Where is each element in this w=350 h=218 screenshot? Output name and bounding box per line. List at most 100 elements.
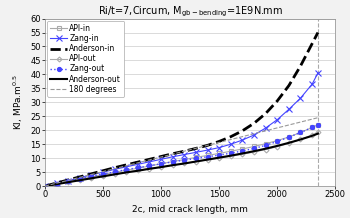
Zang-in [66, 179, 70, 182]
Anderson-out [147, 167, 152, 170]
Line: Zang-out: Zang-out [43, 123, 320, 188]
Zang-out [287, 136, 291, 139]
Zang-in [316, 72, 320, 74]
Anderson-in [136, 161, 140, 164]
Anderson-in [124, 164, 128, 166]
API-out [316, 131, 320, 134]
Y-axis label: KI, MPa.m$^{0.5}$: KI, MPa.m$^{0.5}$ [11, 75, 25, 130]
Anderson-in [89, 172, 93, 175]
Zang-in [89, 174, 93, 176]
Zang-in [78, 176, 82, 179]
Zang-out [55, 182, 59, 185]
Anderson-in [229, 135, 233, 138]
API-out [287, 142, 291, 145]
Line: Anderson-out: Anderson-out [45, 134, 318, 186]
Anderson-out [124, 171, 128, 174]
Zang-out [275, 140, 279, 143]
Anderson-in [43, 185, 47, 187]
API-in [159, 162, 163, 165]
Zang-in [55, 182, 59, 185]
API-in [264, 142, 268, 145]
Anderson-in [170, 152, 175, 155]
Anderson-in [55, 182, 59, 184]
API-in [78, 178, 82, 181]
API-in [89, 175, 93, 178]
Anderson-out [275, 145, 279, 147]
Zang-out [316, 124, 320, 126]
Anderson-in [66, 179, 70, 181]
Zang-out [264, 144, 268, 147]
Zang-out [66, 180, 70, 182]
API-in [43, 185, 47, 187]
API-out [205, 158, 210, 161]
API-out [136, 169, 140, 172]
API-out [159, 165, 163, 168]
Anderson-in [299, 65, 303, 67]
Zang-out [170, 160, 175, 163]
Zang-out [159, 162, 163, 165]
Zang-out [78, 177, 82, 180]
Zang-in [101, 171, 105, 174]
Anderson-out [136, 169, 140, 172]
API-in [136, 167, 140, 170]
Anderson-out [182, 162, 187, 165]
Anderson-in [101, 169, 105, 172]
API-out [229, 155, 233, 158]
Zang-in [287, 108, 291, 111]
Anderson-in [217, 140, 221, 143]
Anderson-in [252, 122, 256, 125]
API-out [299, 138, 303, 141]
API-out [55, 182, 59, 185]
Zang-in [159, 158, 163, 161]
API-out [310, 134, 314, 136]
Anderson-out [55, 183, 59, 186]
Anderson-out [287, 141, 291, 144]
Zang-in [310, 83, 314, 85]
API-out [170, 164, 175, 167]
Line: API-out: API-out [43, 131, 320, 188]
Zang-in [264, 127, 268, 129]
Anderson-out [299, 138, 303, 141]
Anderson-out [194, 160, 198, 163]
API-in [310, 126, 314, 129]
Zang-out [229, 152, 233, 155]
Zang-in [182, 153, 187, 156]
Anderson-out [66, 181, 70, 184]
Zang-in [275, 118, 279, 121]
Anderson-in [316, 31, 320, 34]
Anderson-in [240, 129, 245, 132]
Anderson-in [310, 42, 314, 45]
Anderson-out [78, 179, 82, 182]
API-out [78, 179, 82, 181]
API-out [147, 167, 152, 170]
API-in [252, 145, 256, 148]
Zang-in [217, 146, 221, 149]
API-out [275, 145, 279, 148]
Anderson-in [78, 175, 82, 178]
API-in [194, 156, 198, 159]
Zang-out [194, 157, 198, 160]
Zang-out [182, 159, 187, 162]
Zang-in [112, 168, 117, 171]
Anderson-in [159, 155, 163, 158]
Zang-out [310, 126, 314, 129]
API-out [43, 185, 47, 187]
Zang-out [136, 166, 140, 169]
Anderson-in [194, 147, 198, 150]
Zang-out [43, 185, 47, 187]
Line: Zang-in: Zang-in [42, 70, 321, 189]
Zang-out [252, 147, 256, 150]
Zang-out [101, 173, 105, 175]
Anderson-out [112, 173, 117, 176]
API-in [240, 148, 245, 150]
API-in [55, 182, 59, 185]
Zang-in [136, 163, 140, 166]
API-in [147, 165, 152, 167]
Anderson-in [147, 158, 152, 161]
Zang-out [124, 168, 128, 171]
API-in [316, 123, 320, 126]
Zang-in [170, 155, 175, 158]
Anderson-out [310, 135, 314, 137]
API-in [170, 160, 175, 163]
API-in [287, 136, 291, 138]
